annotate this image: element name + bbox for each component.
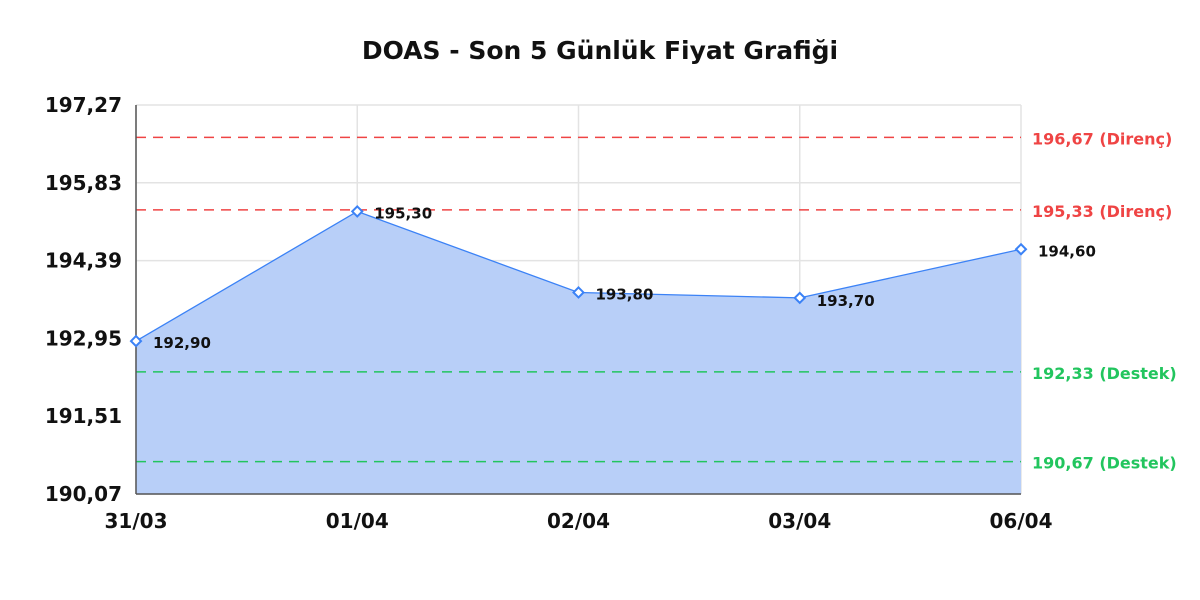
y-tick-label: 195,83 xyxy=(45,171,122,195)
x-tick-label: 31/03 xyxy=(105,509,168,533)
reference-line-label: 190,67 (Destek) xyxy=(1032,454,1177,473)
x-tick-label: 06/04 xyxy=(990,509,1053,533)
reference-line-label: 195,33 (Direnç) xyxy=(1032,202,1172,221)
data-point xyxy=(572,286,585,299)
price-area-fill xyxy=(136,211,1021,494)
data-label: 192,90 xyxy=(153,334,211,352)
reference-line-label: 196,67 (Direnç) xyxy=(1032,129,1172,148)
x-tick-label: 01/04 xyxy=(326,509,389,533)
chart-title: DOAS - Son 5 Günlük Fiyat Grafiği xyxy=(362,36,838,65)
data-point xyxy=(129,334,143,348)
y-tick-label: 197,27 xyxy=(45,93,122,117)
data-label: 194,60 xyxy=(1038,242,1096,260)
data-point xyxy=(1014,242,1028,256)
y-tick-label: 194,39 xyxy=(45,249,122,273)
y-tick-label: 192,95 xyxy=(45,326,122,350)
data-point xyxy=(793,291,807,305)
data-label: 193,70 xyxy=(817,292,875,310)
x-tick-label: 03/04 xyxy=(768,509,831,533)
y-tick-label: 191,51 xyxy=(45,404,122,428)
data-label: 195,30 xyxy=(374,204,432,222)
y-tick-label: 190,07 xyxy=(45,482,122,506)
reference-line-label: 192,33 (Destek) xyxy=(1032,364,1177,383)
x-tick-label: 02/04 xyxy=(547,509,610,533)
data-point xyxy=(350,205,364,218)
data-label: 193,80 xyxy=(596,285,654,303)
